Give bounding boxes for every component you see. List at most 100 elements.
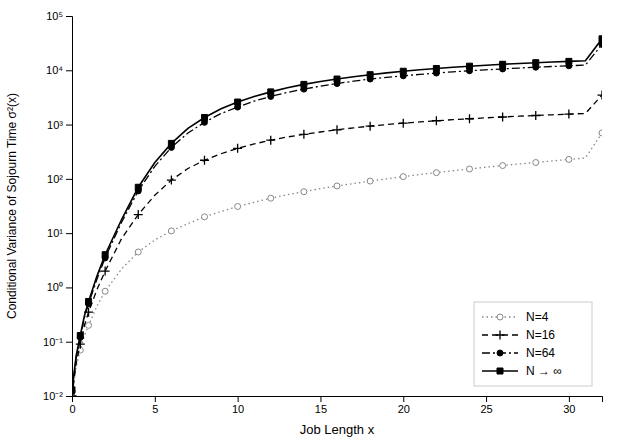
legend-item: N=4 [482,310,549,324]
series-line [72,39,602,390]
x-tick-mark [486,396,487,402]
x-tick-label: 5 [152,403,158,415]
x-tick: 30 [563,396,575,415]
y-tick-label: 10¹ [47,227,63,239]
x-tick-mark [155,396,156,402]
x-tick-mark [320,396,321,402]
x-tick: 25 [480,396,492,415]
point-marker [432,116,441,125]
y-tick: 10⁴ [46,64,72,76]
y-tick-label: 10³ [47,119,63,131]
series-line [72,44,602,391]
y-tick-label: 10² [47,173,63,185]
point-marker [433,65,439,71]
point-marker [399,119,408,128]
point-marker [301,81,307,87]
y-tick-mark [66,70,72,71]
point-marker [202,214,208,220]
x-tick-label: 10 [232,403,244,415]
x-tick-label: 15 [315,403,327,415]
legend-item: N → ∞ [482,364,562,378]
point-marker [268,195,274,201]
y-tick-mark [66,125,72,126]
point-marker [235,203,241,209]
legend-label: N=16 [526,328,555,342]
point-marker [500,61,506,67]
x-tick: 20 [398,396,410,415]
x-tick-mark [403,396,404,402]
point-marker [400,68,406,74]
y-tick: 10³ [47,119,72,131]
y-tick-label: 10⁻² [43,390,63,402]
y-tick-mark [66,342,72,343]
x-axis: 0 5 10 15 20 25 30 [69,396,602,415]
x-tick-label: 25 [480,403,492,415]
y-tick-mark [66,287,72,288]
point-marker [599,130,602,136]
x-tick: 15 [315,396,327,415]
x-tick-mark [569,396,570,402]
point-marker [400,174,406,180]
legend-marker [497,350,503,356]
series-line [72,133,602,396]
point-marker [333,125,342,134]
series [72,91,602,396]
point-marker [135,184,141,190]
y-tick-mark [66,396,72,397]
y-tick: 10⁰ [47,281,72,293]
x-tick-label: 0 [69,403,75,415]
point-marker [200,156,209,165]
point-marker [531,111,540,120]
legend-box [474,302,592,386]
legend-item: N=16 [482,328,555,342]
x-tick-label: 20 [398,403,410,415]
point-marker [367,178,373,184]
point-marker [366,122,375,131]
legend-label: N=64 [526,346,555,360]
y-tick-mark [66,233,72,234]
legend-marker [497,368,503,374]
point-marker [498,112,507,121]
point-marker [598,91,603,100]
point-marker [334,76,340,82]
y-tick-label: 10⁵ [46,10,63,22]
legend-item: N=64 [482,346,555,360]
point-marker [566,58,572,64]
point-marker [102,288,108,294]
point-marker [86,322,92,328]
x-tick: 5 [152,396,158,415]
point-marker [533,160,539,166]
point-marker [564,110,573,119]
y-tick: 10⁻² [43,390,72,402]
y-tick: 10⁵ [46,10,72,22]
x-axis-title: Job Length x [300,422,375,437]
point-marker [334,183,340,189]
y-tick: 10⁻¹ [43,336,72,348]
point-marker [367,72,373,78]
series [72,130,602,396]
point-marker [168,228,174,234]
x-tick-mark [238,396,239,402]
y-axis-line [66,17,73,397]
y-tick-label: 10⁻¹ [43,336,63,348]
y-axis: 10⁻² 10⁻¹ 10⁰ 10¹ 10² 10³ 10⁴ 10⁵ [43,10,72,402]
point-marker [135,249,141,255]
marks [72,36,602,396]
point-marker [599,36,602,42]
point-marker [167,176,176,185]
point-marker [72,387,75,393]
point-marker [500,163,506,169]
y-tick-label: 10⁴ [46,64,63,76]
x-tick: 10 [232,396,244,415]
y-tick: 10² [47,173,72,185]
point-marker [233,144,242,153]
legend-marker [497,314,503,320]
y-tick-mark [66,179,72,180]
point-marker [467,63,473,69]
point-marker [433,170,439,176]
y-axis-title: Conditional Variance of Sojourn Time σ²(… [5,93,19,319]
point-marker [533,60,539,66]
point-marker [465,114,474,123]
y-tick-mark [66,16,72,17]
y-tick-label: 10⁰ [47,281,63,293]
